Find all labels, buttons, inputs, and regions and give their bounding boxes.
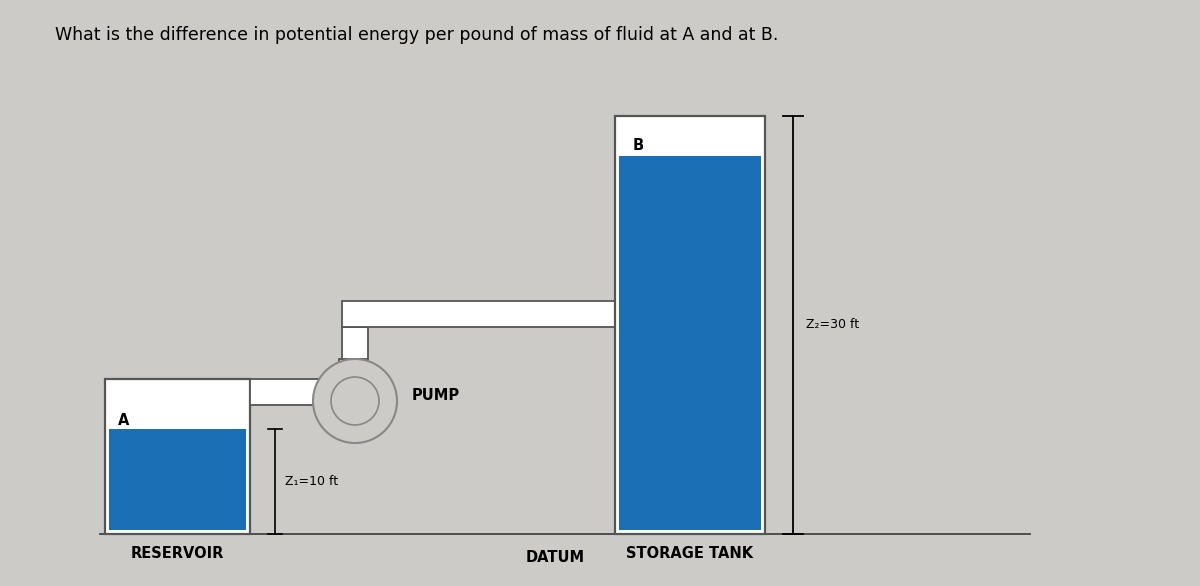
Text: Z₂=30 ft: Z₂=30 ft — [806, 319, 859, 332]
Bar — [342, 301, 616, 327]
Circle shape — [313, 359, 397, 443]
Text: STORAGE TANK: STORAGE TANK — [626, 546, 754, 561]
Text: Z₁=10 ft: Z₁=10 ft — [286, 475, 338, 488]
Bar — [109, 429, 246, 530]
Bar — [616, 116, 766, 534]
Bar — [106, 379, 250, 534]
Text: What is the difference in potential energy per pound of mass of fluid at A and a: What is the difference in potential ener… — [55, 26, 779, 44]
Text: RESERVOIR: RESERVOIR — [131, 546, 224, 561]
Text: DATUM: DATUM — [526, 550, 584, 565]
Text: PUMP: PUMP — [412, 389, 460, 404]
Text: B: B — [634, 138, 644, 153]
Bar — [250, 379, 352, 405]
Bar — [340, 359, 365, 405]
Bar — [342, 327, 368, 359]
Bar — [619, 156, 761, 530]
Text: A: A — [118, 413, 130, 428]
Circle shape — [331, 377, 379, 425]
